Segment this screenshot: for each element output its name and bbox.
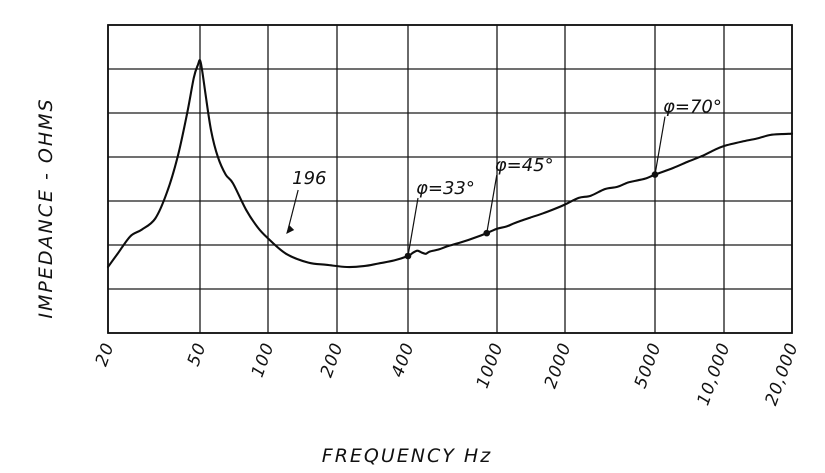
phase-marker-dot [404, 252, 412, 260]
x-tick-label: 400 [388, 340, 419, 380]
annotation-leader [407, 197, 419, 257]
annotation-arrowhead [286, 225, 295, 234]
x-tick-label: 5000 [631, 340, 666, 391]
phase-annotation-label: φ=45° [495, 155, 554, 176]
phase-marker-dot [483, 229, 491, 237]
x-tick-label: 2000 [541, 340, 576, 391]
x-tick-label: 20,000 [762, 340, 803, 408]
x-tick-label: 200 [317, 340, 348, 380]
impedance-curve [106, 59, 794, 269]
annotations: 196 φ=33° φ=45° φ=70° [286, 97, 722, 260]
phase-annotation-label: φ=33° [416, 178, 475, 199]
annotation-leader [486, 175, 498, 234]
x-axis-title: FREQUENCY Hz [322, 445, 492, 467]
x-tick-label: 1000 [473, 340, 508, 391]
x-tick-label: 20 [92, 340, 119, 369]
y-axis-title: IMPEDANCE - OHMS [35, 97, 57, 318]
phase-marker-dot [651, 171, 659, 178]
annotation-leader [654, 116, 666, 175]
phase-annotation-label: φ=70° [663, 97, 722, 118]
x-tick-labels: 20 50 100 200 400 1000 2000 5000 10,000 20,000 [92, 340, 803, 408]
plot-frame [107, 24, 793, 334]
series-label-196: 196 [292, 168, 326, 189]
x-tick-label: 50 [184, 340, 211, 369]
x-tick-label: 100 [248, 340, 279, 380]
x-tick-label: 10,000 [694, 340, 735, 408]
